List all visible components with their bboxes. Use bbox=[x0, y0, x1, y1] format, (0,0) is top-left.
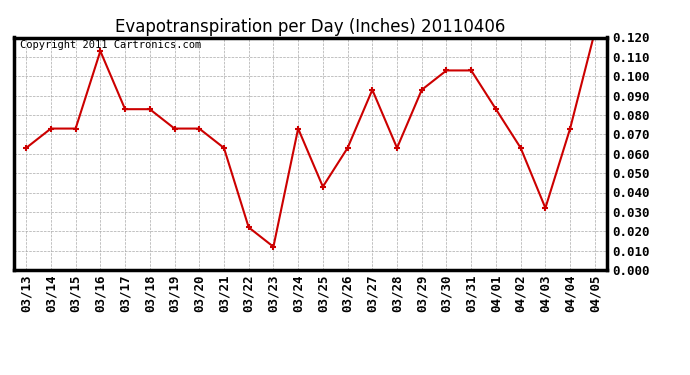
Text: Copyright 2011 Cartronics.com: Copyright 2011 Cartronics.com bbox=[20, 40, 201, 50]
Title: Evapotranspiration per Day (Inches) 20110406: Evapotranspiration per Day (Inches) 2011… bbox=[115, 18, 506, 36]
